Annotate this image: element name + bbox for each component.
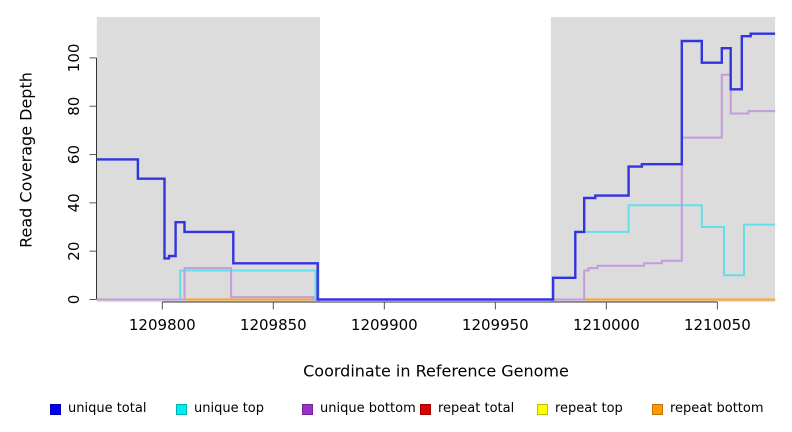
x-tick-label: 1210000 [573,316,640,334]
x-tick-label: 1209900 [351,316,418,334]
x-tick-label: 1209800 [129,316,196,334]
x-tick-label: 1209950 [462,316,529,334]
series-line-unique-total [96,32,776,301]
x-axis-title: Coordinate in Reference Genome [303,361,569,381]
y-tick-label: 80 [65,97,83,116]
x-tick-label: 1210050 [684,316,751,334]
shaded-region [550,17,776,302]
y-tick-label: 60 [65,145,83,164]
series-line-unique-top [96,204,776,301]
y-tick-label: 20 [65,242,83,261]
x-tick-label: 1209850 [240,316,307,334]
y-tick-label: 40 [65,193,83,212]
y-tick-label: 0 [65,295,83,305]
series-line-unique-bottom [96,73,776,301]
y-axis-title: Read Coverage Depth [16,72,36,248]
y-tick-label: 100 [65,44,83,73]
